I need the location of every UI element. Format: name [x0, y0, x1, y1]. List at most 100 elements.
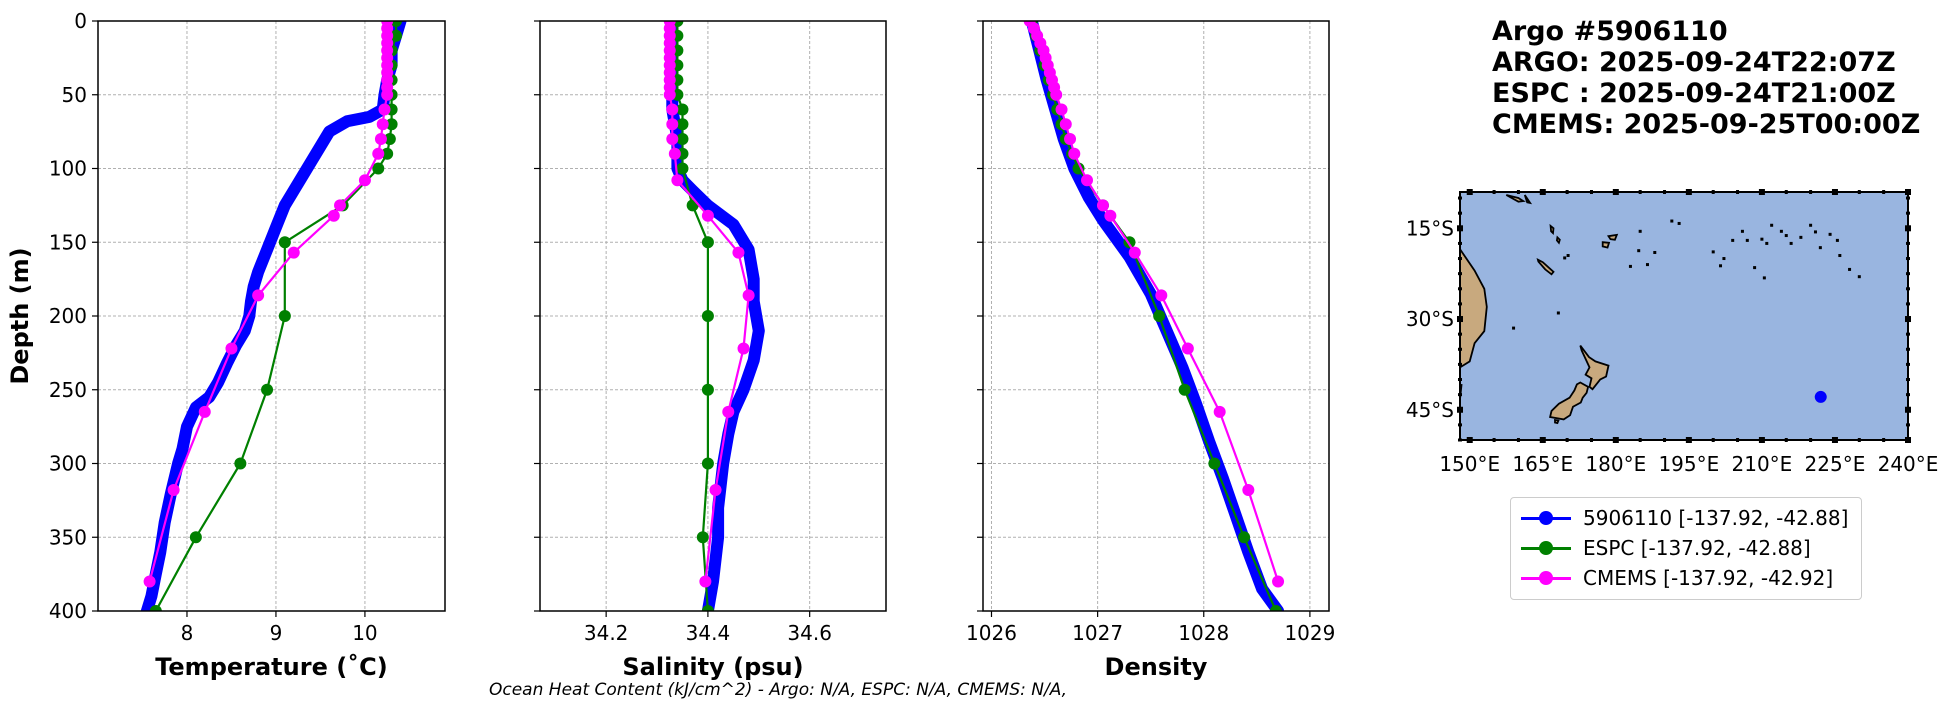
map-border-tick [1882, 438, 1886, 442]
map-border-tick [1905, 225, 1911, 232]
map-border-tick [1458, 332, 1462, 336]
map-border-tick [1906, 423, 1910, 427]
data-point-espc [701, 236, 714, 249]
map-border-tick [1466, 189, 1473, 195]
map-border-tick [1457, 406, 1463, 413]
x-tick-label: 1026 [966, 621, 1017, 645]
small-island [1628, 264, 1632, 268]
series-line-cmems [148, 21, 389, 583]
data-point-espc [234, 457, 247, 470]
map-border-tick [1906, 347, 1910, 351]
x-tick-label: 1028 [1178, 621, 1229, 645]
map-border-tick [1638, 438, 1642, 442]
map-border-tick [1758, 189, 1765, 195]
map-border-tick [1736, 190, 1740, 194]
panel-density [977, 20, 1330, 617]
map-border-tick [1906, 241, 1910, 245]
map-border-tick [1589, 190, 1593, 194]
x-tick-label: 10 [352, 621, 377, 645]
map-border-tick [1458, 393, 1462, 397]
vanuatu-island-2 [1555, 235, 1561, 245]
float-title: Argo #5906110 [1492, 16, 1728, 47]
data-point-cmems [252, 289, 265, 302]
small-island [1784, 234, 1788, 238]
map-border-tick [1466, 437, 1473, 443]
data-point-cmems [1181, 342, 1194, 355]
y-tick-label: 0 [74, 9, 87, 33]
data-point-cmems [378, 103, 391, 116]
map-lat-label: 15°S [1406, 216, 1454, 240]
map-border-tick [1906, 196, 1910, 200]
data-point-cmems [143, 575, 156, 588]
x-axis-label-density: Density [1105, 653, 1208, 681]
map-border-tick [1458, 438, 1462, 442]
y-tick-label: 50 [62, 83, 87, 107]
data-point-espc [701, 605, 714, 611]
data-point-cmems [742, 289, 755, 302]
map-border-tick [1458, 196, 1462, 200]
data-point-cmems [699, 575, 712, 588]
map-border-tick [1809, 190, 1813, 194]
map-border-tick [1458, 272, 1462, 276]
map-border-tick [1906, 438, 1910, 442]
data-point-cmems [1059, 118, 1072, 131]
small-island [1745, 238, 1749, 242]
legend-swatch-argo [1521, 510, 1571, 525]
small-island [1838, 254, 1842, 258]
small-island [1765, 241, 1769, 245]
data-point-espc [1269, 605, 1282, 611]
y-tick-label: 100 [49, 157, 87, 181]
argo-time: ARGO: 2025-09-24T22:07Z [1492, 47, 1896, 78]
map-border-tick [1736, 438, 1740, 442]
map-border-tick [1458, 423, 1462, 427]
map-border-tick [1711, 438, 1715, 442]
legend-label-cmems: CMEMS [-137.92, -42.92] [1583, 566, 1834, 590]
data-point-cmems [1068, 147, 1081, 160]
legend-entry-cmems: CMEMS [-137.92, -42.92] [1521, 564, 1833, 592]
map-border-tick [1457, 225, 1463, 232]
data-point-cmems [381, 88, 394, 101]
map-lon-label: 150°E [1439, 452, 1500, 476]
data-point-espc [676, 133, 689, 145]
map-border-tick [1857, 438, 1861, 442]
map-border-tick [1516, 438, 1520, 442]
map-border-tick [1906, 272, 1910, 276]
map-border-tick [1458, 241, 1462, 245]
data-point-cmems [1128, 246, 1141, 259]
data-point-espc [1153, 310, 1166, 322]
data-point-cmems [722, 405, 735, 418]
map-border-tick [1784, 190, 1788, 194]
data-point-cmems [358, 174, 371, 187]
nz-south-island [1549, 381, 1590, 421]
x-tick-label: 34.6 [787, 621, 832, 645]
data-point-espc [696, 531, 709, 544]
map-border-tick [1882, 190, 1886, 194]
map-border-tick [1905, 316, 1911, 323]
small-island [1835, 238, 1839, 242]
data-point-cmems [372, 147, 385, 160]
x-tick-label: 34.4 [686, 621, 731, 645]
fiji-viti-levu [1601, 241, 1611, 249]
small-island [1789, 241, 1793, 245]
data-point-cmems [1272, 575, 1285, 588]
map-border-tick [1458, 362, 1462, 366]
x-tick-label: 1029 [1284, 621, 1335, 645]
data-point-cmems [1242, 484, 1255, 497]
cmems-time: CMEMS: 2025-09-25T00:00Z [1492, 109, 1921, 140]
series-group-density [1023, 21, 1285, 611]
map-border-tick [1565, 438, 1569, 442]
map-border-tick [1685, 437, 1692, 443]
data-point-espc [261, 383, 274, 396]
map-lat-label: 30°S [1406, 307, 1454, 331]
map-lon-label: 195°E [1658, 452, 1719, 476]
map-border-tick [1457, 316, 1463, 323]
map-border-tick [1784, 438, 1788, 442]
small-island [1770, 223, 1774, 227]
map-border-tick [1906, 302, 1910, 306]
map-lon-label: 165°E [1512, 452, 1573, 476]
map-border-tick [1906, 362, 1910, 366]
data-point-espc [701, 383, 714, 396]
small-island [1653, 250, 1657, 254]
data-point-espc [372, 162, 385, 175]
nz-north-island [1579, 345, 1610, 391]
